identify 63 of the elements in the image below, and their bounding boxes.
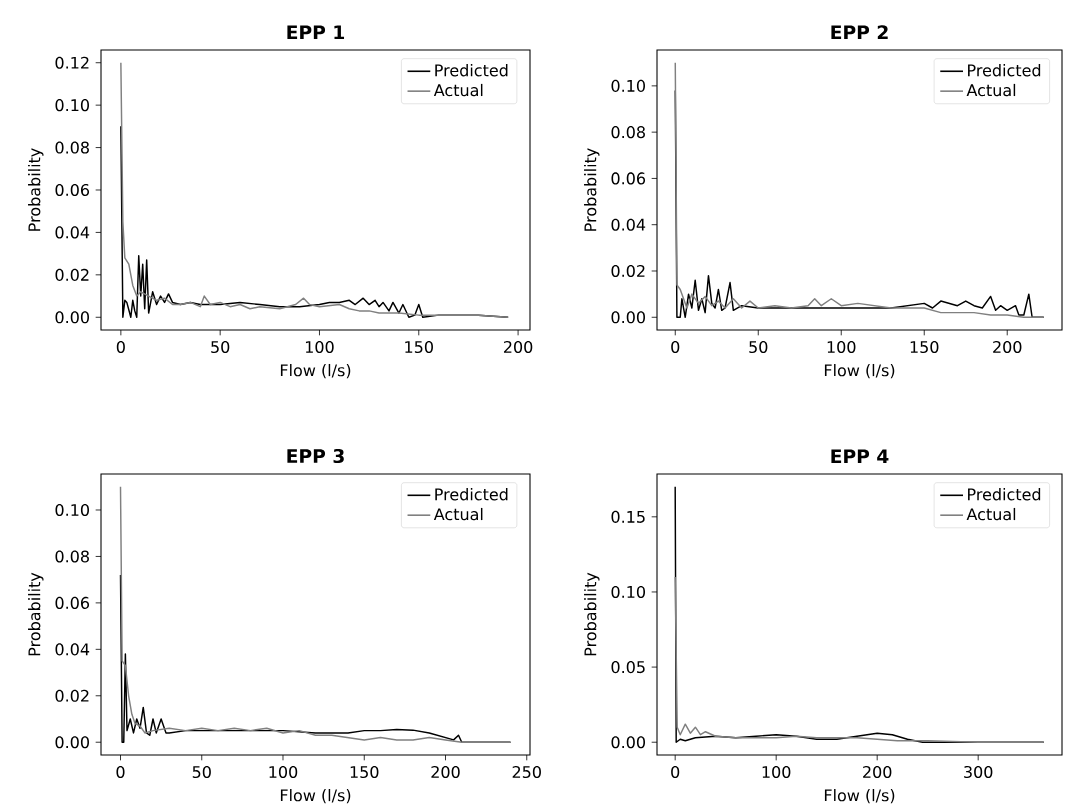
y-tick-label: 0.00 bbox=[611, 311, 645, 324]
x-tick-label: 250 bbox=[512, 766, 541, 779]
x-tick-label: 100 bbox=[305, 341, 334, 354]
y-tick-label: 0.10 bbox=[611, 80, 645, 93]
x-tick-label: 50 bbox=[749, 341, 768, 354]
x-tick-label: 150 bbox=[350, 766, 379, 779]
y-tick-label: 0.05 bbox=[611, 661, 645, 674]
x-tick-label: 0 bbox=[671, 766, 680, 779]
y-tick-label: 0.10 bbox=[55, 504, 89, 517]
y-tick-label: 0.00 bbox=[611, 736, 646, 749]
y-tick-label: 0.00 bbox=[55, 311, 89, 324]
legend-label: Predicted bbox=[435, 488, 508, 501]
y-tick-label: 0.02 bbox=[55, 689, 89, 703]
y-tick-label: 0.02 bbox=[611, 265, 645, 278]
x-tick-label: 100 bbox=[762, 766, 791, 779]
y-axis-title: Probability bbox=[28, 572, 44, 656]
y-tick-label: 0.12 bbox=[55, 56, 89, 69]
x-tick-label: 0 bbox=[116, 766, 125, 779]
legend-label: Actual bbox=[966, 84, 1016, 97]
y-tick-label: 0.10 bbox=[55, 99, 89, 112]
chart-title: EPP 3 bbox=[287, 449, 344, 464]
x-tick-label: 200 bbox=[431, 766, 460, 779]
y-axis-title: Probability bbox=[28, 148, 44, 231]
legend-label: Actual bbox=[966, 508, 1016, 521]
y-tick-label: 0.04 bbox=[55, 226, 90, 239]
x-tick-label: 50 bbox=[211, 341, 230, 354]
y-tick-label: 0.06 bbox=[55, 184, 90, 197]
x-tick-label: 200 bbox=[863, 766, 892, 779]
y-tick-label: 0.08 bbox=[55, 141, 89, 154]
x-axis-title: Flow (l/s) bbox=[280, 789, 351, 804]
y-tick-label: 0.08 bbox=[55, 550, 89, 563]
y-tick-label: 0.08 bbox=[611, 126, 645, 139]
y-tick-label: 0.00 bbox=[55, 736, 89, 749]
y-tick-label: 0.04 bbox=[611, 218, 646, 231]
y-tick-label: 0.10 bbox=[611, 586, 646, 599]
legend-label: Predicted bbox=[968, 488, 1041, 501]
x-tick-label: 200 bbox=[503, 341, 533, 354]
y-axis-title: Probability bbox=[584, 572, 600, 656]
y-tick-label: 0.06 bbox=[55, 597, 90, 610]
x-tick-label: 150 bbox=[910, 341, 939, 354]
x-tick-label: 100 bbox=[827, 341, 856, 354]
x-tick-label: 200 bbox=[993, 341, 1022, 354]
y-axis-title: Probability bbox=[584, 148, 600, 231]
chart-title: EPP 1 bbox=[287, 25, 345, 40]
legend-label: Predicted bbox=[435, 64, 508, 77]
x-tick-label: 300 bbox=[964, 766, 993, 779]
legend-label: Predicted bbox=[968, 64, 1041, 77]
x-axis-title: Flow (l/s) bbox=[824, 364, 895, 379]
y-tick-label: 0.02 bbox=[55, 269, 89, 282]
chart-title: EPP 2 bbox=[831, 25, 888, 40]
x-tick-label: 150 bbox=[405, 341, 433, 354]
x-tick-label: 50 bbox=[192, 766, 211, 779]
x-axis-title: Flow (l/s) bbox=[280, 364, 351, 379]
legend-label: Actual bbox=[433, 84, 483, 97]
x-axis-title: Flow (l/s) bbox=[824, 789, 895, 804]
x-tick-label: 0 bbox=[116, 341, 125, 354]
y-tick-label: 0.15 bbox=[611, 510, 645, 524]
legend-label: Actual bbox=[433, 508, 483, 521]
y-tick-label: 0.04 bbox=[55, 643, 90, 656]
chart-title: EPP 4 bbox=[831, 449, 889, 464]
y-tick-label: 0.06 bbox=[611, 172, 646, 185]
x-tick-label: 0 bbox=[671, 341, 680, 354]
x-tick-label: 100 bbox=[269, 766, 298, 779]
